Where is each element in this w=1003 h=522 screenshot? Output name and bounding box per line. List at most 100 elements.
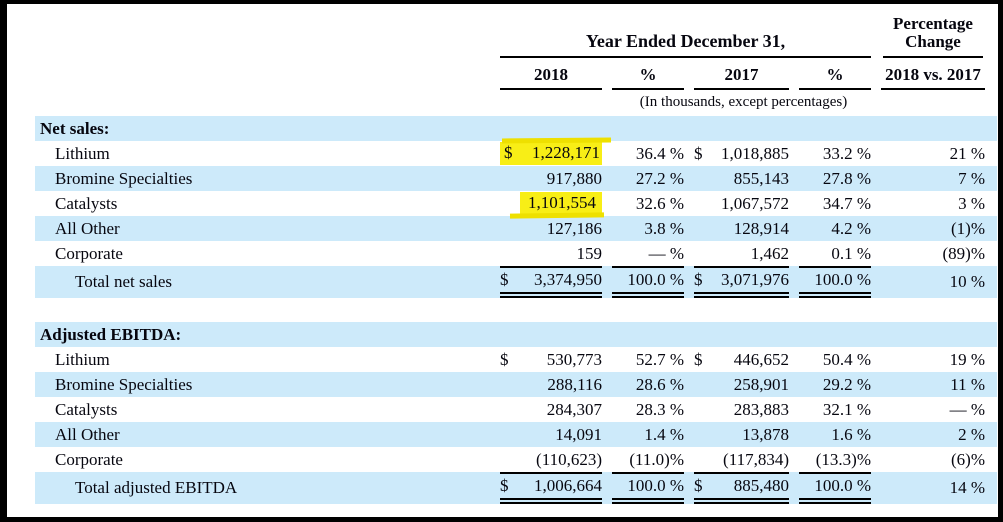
pct-change: 19 % [949,349,985,369]
value-2017: 128,914 [733,218,789,238]
dollar-sign: $ [694,143,703,163]
row-label: Total net sales [75,272,173,291]
dollar-sign: $ [694,270,703,289]
units-note-cell: (In thousands, except percentages) [490,90,997,116]
col-header-2018-vs-2017: 2018 vs. 2017 [871,58,997,90]
row-total-adjusted-ebitda: Total adjusted EBITDA $1,006,664 100.0 %… [35,472,997,504]
value-2018: 1,228,171 [532,143,600,162]
section-gap [35,298,997,322]
row-label: Bromine Specialties [55,374,193,394]
year-ended-header: Year Ended December 31, [500,31,871,58]
section-title: Net sales: [40,118,110,138]
pct-2018: 100.0 % [627,476,684,495]
dollar-sign: $ [500,476,509,495]
pct-2017: 29.2 % [822,374,871,394]
pct-2017: 50.4 % [822,349,871,369]
value-2017: 1,018,885 [721,143,789,163]
dollar-sign: $ [694,476,703,495]
value-2017: 258,901 [733,374,789,394]
row-net-sales-corporate: Corporate 159 — % 1,462 0.1 % (89)% [35,241,997,266]
pct-2018: 100.0 % [627,270,684,289]
pct-change: 10 % [949,272,985,291]
row-label: All Other [55,218,120,238]
pct-change: (1)% [951,218,985,238]
pct-2017: 0.1 % [831,243,871,263]
row-label: All Other [55,424,120,444]
value-2017: 13,878 [742,424,789,444]
row-ebitda-corporate: Corporate (110,623) (11.0)% (117,834) (1… [35,447,997,472]
pct-2018: 3.8 % [644,218,684,238]
row-net-sales-bromine: Bromine Specialties 917,880 27.2 % 855,1… [35,166,997,191]
header-row-note: (In thousands, except percentages) [35,90,997,116]
dollar-sign: $ [694,349,703,369]
value-2017: 446,652 [733,349,789,369]
pct-2017: 33.2 % [822,143,871,163]
value-2018: 917,880 [546,168,602,188]
row-label: Catalysts [55,193,118,213]
row-label: Bromine Specialties [55,168,193,188]
value-2017: 885,480 [733,476,789,495]
value-2018: 530,773 [546,349,602,369]
pct-2017: (13.3)% [815,449,871,469]
value-2018: (110,623) [536,449,602,469]
row-net-sales-catalysts: Catalysts 1,101,554 32.6 % 1,067,572 34.… [35,191,997,216]
value-2017: 1,462 [750,243,789,263]
pct-change: 3 % [958,193,985,213]
row-label: Corporate [55,449,123,469]
value-2017: 855,143 [733,168,789,188]
value-2017: 1,067,572 [721,193,789,213]
col-header-2017: 2017 [684,58,789,90]
row-ebitda-lithium: Lithium $530,773 52.7 % $446,652 50.4 % … [35,347,997,372]
pct-change: — % [949,399,985,419]
pct-2017: 34.7 % [822,193,871,213]
value-2018: 159 [576,243,603,263]
row-label: Corporate [55,243,123,263]
row-ebitda-bromine: Bromine Specialties 288,116 28.6 % 258,9… [35,372,997,397]
header-spacer [35,10,490,58]
value-2018: 288,116 [547,374,602,394]
row-label: Lithium [55,349,110,369]
pct-change: (6)% [951,449,985,469]
header-row-columns: 2018 % 2017 % 2018 vs. 2017 [35,58,997,90]
row-label: Lithium [55,143,110,163]
header-spacer [35,90,490,116]
col-header-pct-2018: % [602,58,684,90]
pct-change: (89)% [942,243,985,263]
row-net-sales-all-other: All Other 127,186 3.8 % 128,914 4.2 % (1… [35,216,997,241]
pct-2017: 100.0 % [814,270,871,289]
financial-table: Year Ended December 31, Percentage Chang… [35,10,997,504]
dollar-sign: $ [500,270,509,289]
section-header-adjusted-ebitda: Adjusted EBITDA: [35,322,997,347]
pct-2018: (11.0)% [629,449,684,469]
pct-2017: 27.8 % [822,168,871,188]
pct-change: 21 % [949,143,985,163]
value-2018: 14,091 [555,424,602,444]
pct-2018: 52.7 % [635,349,684,369]
units-note: (In thousands, except percentages) [639,94,848,110]
pct-2018: 28.6 % [635,374,684,394]
row-total-net-sales: Total net sales $3,374,950 100.0 % $3,07… [35,266,997,298]
year-ended-cell: Year Ended December 31, [490,10,871,58]
header-row-period: Year Ended December 31, Percentage Chang… [35,10,997,58]
row-ebitda-catalysts: Catalysts 284,307 28.3 % 283,883 32.1 % … [35,397,997,422]
value-2018: 1,006,664 [534,476,602,495]
header-spacer [35,58,490,90]
value-2017: (117,834) [723,449,789,469]
col-header-2018: 2018 [490,58,602,90]
pct-2018: 28.3 % [635,399,684,419]
dollar-sign: $ [500,349,509,369]
pct-2017: 4.2 % [831,218,871,238]
highlight-marker: $1,228,171 [500,142,602,165]
pct-2018: 27.2 % [635,168,684,188]
col-header-pct-2017: % [789,58,871,90]
value-2018 highlight-marker: 1,101,554 [520,192,602,215]
dollar-sign: $ [504,143,513,162]
pct-change: 14 % [949,478,985,497]
pct-change: 11 % [950,374,985,394]
section-title: Adjusted EBITDA: [40,324,182,344]
percentage-change-header: Percentage Change [883,15,983,58]
pct-2017: 1.6 % [831,424,871,444]
pct-change-cell: Percentage Change [871,10,997,58]
pct-change: 2 % [958,424,985,444]
row-label: Catalysts [55,399,118,419]
